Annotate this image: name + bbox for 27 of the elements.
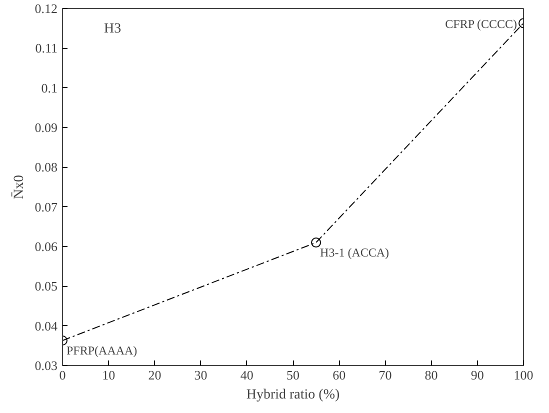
y-tick-label: 0.1	[41, 80, 58, 96]
x-tick-label: 20	[148, 368, 162, 382]
y-tick-label: 0.04	[34, 318, 58, 334]
x-tick-label: 30	[194, 368, 208, 382]
annotation: H3-1 (ACCA)	[320, 246, 390, 260]
y-tick-label: 0.03	[34, 358, 58, 373]
x-tick-label: 80	[424, 368, 438, 382]
x-tick-label: 50	[286, 368, 300, 382]
y-tick-label: 0.09	[34, 120, 58, 135]
x-tick-label: 0	[59, 368, 66, 382]
x-tick-label: 60	[332, 368, 346, 382]
x-axis-title: Hybrid ratio (%)	[246, 388, 340, 402]
annotation: H3	[104, 22, 122, 36]
y-axis-title: N̄x0	[11, 174, 27, 200]
y-tick-label: 0.07	[34, 199, 58, 214]
y-tick-label: 0.11	[35, 40, 58, 56]
x-tick-label: 70	[378, 368, 392, 382]
y-tick-label: 0.06	[34, 239, 58, 254]
x-tick-label: 10	[102, 368, 116, 382]
annotation: CFRP (CCCC)	[445, 17, 518, 32]
x-tick-label: 90	[470, 368, 484, 382]
x-tick-label: 100	[514, 368, 534, 382]
y-tick-label: 0.08	[34, 160, 58, 175]
x-tick-label: 40	[240, 368, 254, 382]
y-tick-label: 0.05	[34, 278, 58, 294]
y-tick-label: 0.12	[34, 1, 58, 16]
annotation: PFRP(AAAA)	[66, 344, 138, 358]
